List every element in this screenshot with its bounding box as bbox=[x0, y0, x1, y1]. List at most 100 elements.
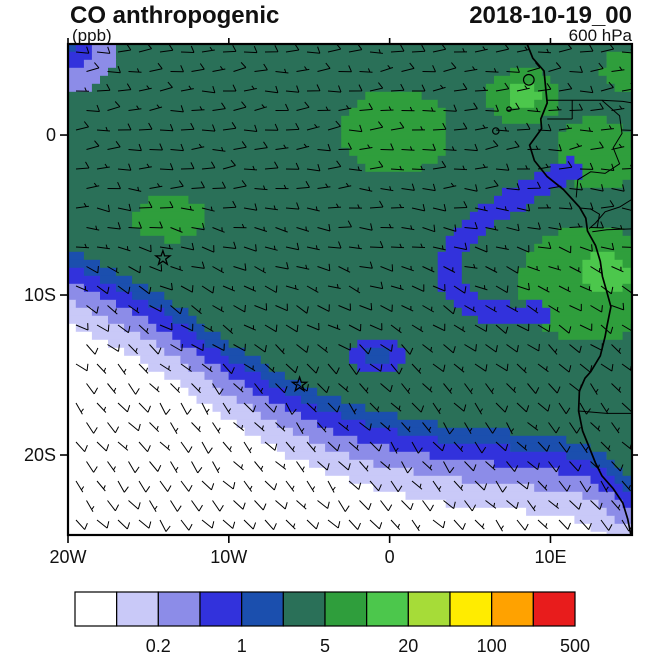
field-band bbox=[461, 307, 551, 317]
wind-barb bbox=[516, 282, 530, 291]
field-band bbox=[317, 403, 366, 413]
field-band bbox=[196, 395, 238, 405]
field-band bbox=[542, 299, 632, 309]
field-band bbox=[164, 347, 197, 357]
wind-barb bbox=[474, 402, 484, 415]
field-band bbox=[91, 83, 487, 93]
wind-barb bbox=[590, 102, 604, 111]
wind-barb bbox=[317, 500, 330, 509]
wind-barb bbox=[107, 181, 121, 190]
wind-barb bbox=[611, 266, 624, 273]
field-band bbox=[140, 331, 173, 341]
wind-barb bbox=[159, 480, 172, 492]
field-band bbox=[349, 347, 366, 357]
wind-barb bbox=[201, 161, 216, 170]
wind-barb bbox=[548, 461, 561, 473]
wind-barb bbox=[180, 441, 193, 453]
field-band bbox=[622, 179, 632, 189]
wind-barb bbox=[558, 519, 571, 530]
wind-barb bbox=[506, 266, 519, 274]
field-band bbox=[260, 435, 310, 445]
wind-barb bbox=[117, 203, 132, 212]
field-band bbox=[75, 44, 93, 53]
field-band bbox=[622, 259, 632, 269]
wind-barb bbox=[180, 323, 194, 332]
wind-barb bbox=[128, 383, 140, 395]
wind-barb bbox=[75, 323, 89, 331]
field-band bbox=[614, 251, 632, 261]
wind-barb bbox=[180, 205, 194, 211]
field-band bbox=[212, 403, 254, 413]
field-band bbox=[341, 139, 447, 149]
field-band bbox=[413, 467, 559, 477]
wind-barb bbox=[411, 402, 425, 413]
wind-barb bbox=[201, 363, 213, 373]
field-band bbox=[75, 323, 125, 333]
field-band bbox=[614, 491, 632, 501]
wind-barb bbox=[86, 62, 100, 72]
field-band bbox=[124, 323, 157, 333]
wind-barb bbox=[380, 106, 394, 111]
field-band bbox=[268, 363, 358, 373]
field-band bbox=[91, 307, 133, 317]
field-band bbox=[614, 83, 632, 93]
field-band bbox=[260, 411, 302, 421]
wind-barb bbox=[548, 265, 562, 271]
wind-barb bbox=[569, 383, 582, 392]
field-band bbox=[437, 283, 471, 293]
field-band bbox=[526, 251, 591, 261]
wind-barb bbox=[380, 383, 393, 393]
field-band bbox=[494, 75, 551, 85]
wind-barb bbox=[432, 245, 446, 251]
wind-barb bbox=[579, 244, 593, 252]
wind-barb bbox=[264, 45, 279, 53]
wind-barb bbox=[117, 83, 132, 92]
wind-barb bbox=[243, 519, 257, 530]
wind-barb bbox=[117, 44, 132, 53]
wind-barb bbox=[254, 303, 268, 311]
field-band bbox=[405, 491, 583, 501]
wind-barb bbox=[369, 49, 383, 54]
wind-barb bbox=[222, 44, 237, 53]
star-marker bbox=[153, 248, 172, 266]
wind-barb bbox=[590, 343, 603, 351]
wind-barb bbox=[75, 202, 89, 209]
wind-barb bbox=[338, 343, 351, 351]
field-band bbox=[68, 211, 133, 221]
wind-barb bbox=[495, 285, 509, 294]
wind-barb bbox=[296, 143, 310, 150]
field-band bbox=[477, 203, 527, 213]
wind-barb bbox=[411, 243, 426, 248]
wind-barb bbox=[75, 46, 90, 54]
wind-barb bbox=[611, 461, 624, 472]
field-band bbox=[228, 371, 262, 381]
wind-barb bbox=[558, 124, 572, 131]
field-band bbox=[164, 291, 447, 301]
wind-barb bbox=[516, 204, 531, 212]
field-band bbox=[68, 307, 93, 317]
wind-barb bbox=[569, 461, 582, 472]
wind-barb bbox=[569, 422, 581, 434]
wind-barb bbox=[117, 480, 129, 493]
wind-barb bbox=[306, 123, 320, 131]
wind-barb bbox=[243, 165, 258, 171]
wind-barb bbox=[390, 363, 403, 375]
wind-barb bbox=[86, 500, 95, 513]
field-band bbox=[606, 451, 632, 461]
wind-barb bbox=[138, 285, 152, 295]
wind-barb bbox=[317, 106, 331, 111]
field-band bbox=[68, 91, 366, 101]
wind-barb bbox=[516, 46, 530, 53]
wind-barb bbox=[548, 222, 562, 231]
wind-barb bbox=[348, 166, 362, 172]
wind-barb bbox=[201, 519, 215, 529]
field-band bbox=[622, 483, 632, 493]
wind-barb bbox=[180, 363, 192, 372]
island-bioko bbox=[522, 73, 535, 86]
wind-barb bbox=[621, 285, 632, 294]
field-band bbox=[68, 139, 342, 149]
wind-barb bbox=[254, 185, 268, 191]
field-band bbox=[397, 363, 632, 373]
field-band bbox=[220, 411, 262, 421]
field-band bbox=[590, 459, 615, 469]
